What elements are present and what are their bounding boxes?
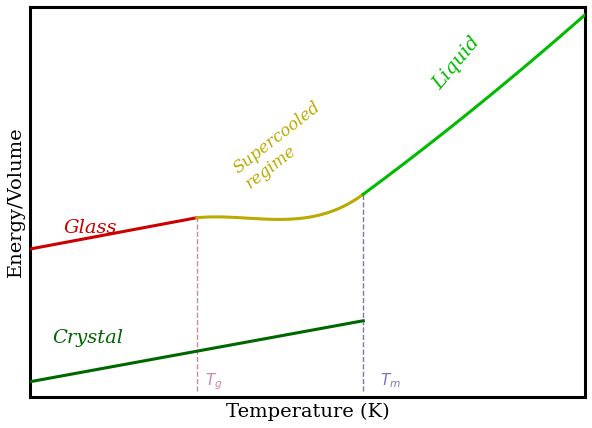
Text: Crystal: Crystal [53,329,124,347]
Text: $T_g$: $T_g$ [205,372,223,392]
X-axis label: Temperature (K): Temperature (K) [226,403,390,421]
Text: Glass: Glass [64,219,117,237]
Text: Liquid: Liquid [430,33,484,93]
Y-axis label: Energy/Volume: Energy/Volume [7,127,25,277]
Text: $T_m$: $T_m$ [380,372,401,390]
Text: Supercooled
regime: Supercooled regime [230,98,336,193]
